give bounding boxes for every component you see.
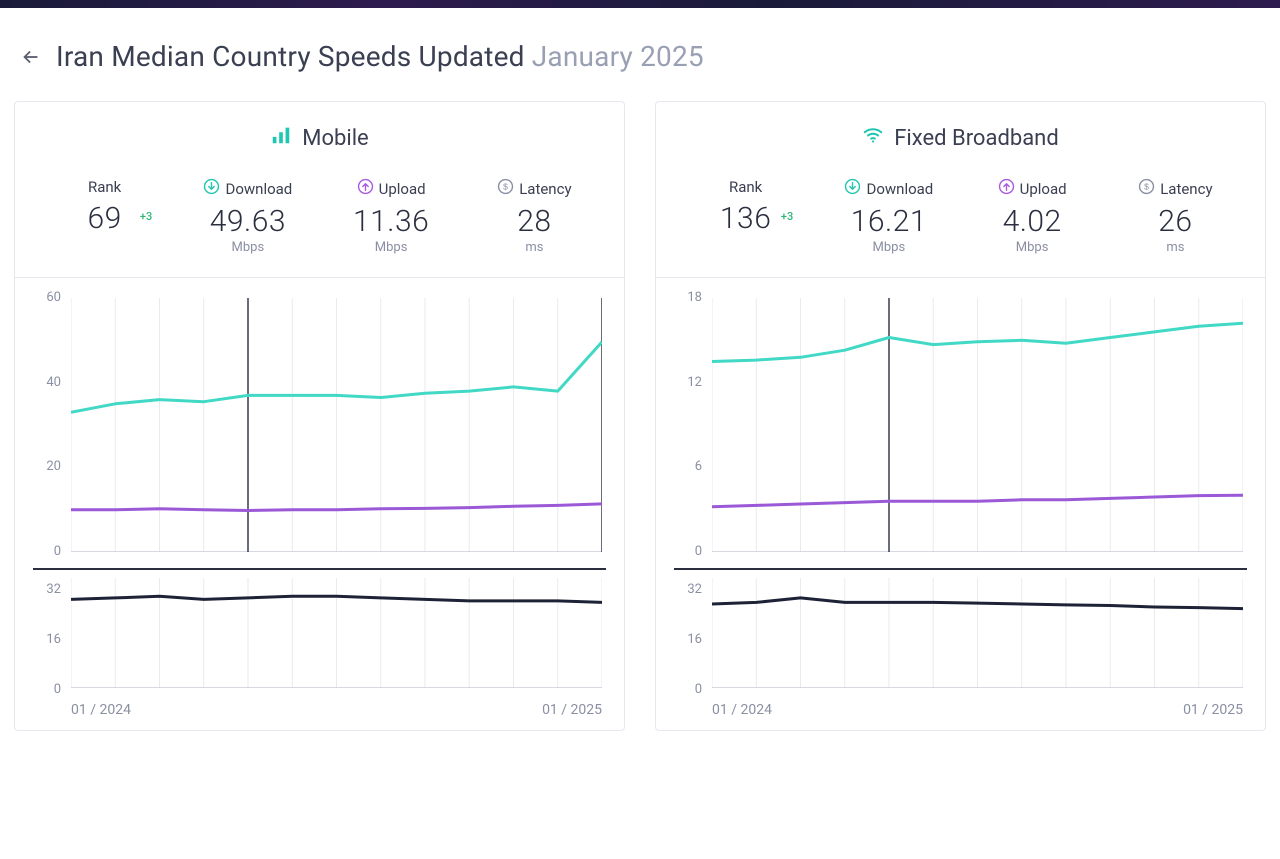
- y-tick-label: 0: [54, 682, 61, 697]
- metric-label: $Latency: [1104, 178, 1247, 199]
- metric-label: Upload: [320, 178, 463, 199]
- y-tick-label: 20: [46, 459, 61, 474]
- y-tick-label: 16: [687, 632, 702, 647]
- metric-download: Download 16.21 Mbps: [817, 178, 960, 255]
- metrics-row: Rank136+3Download16.21MbpsUpload4.02Mbps…: [656, 170, 1265, 278]
- latency-chart: 0 16 32: [33, 568, 606, 698]
- y-tick-label: 32: [46, 582, 61, 597]
- card-title: Fixed Broadband: [656, 102, 1265, 170]
- metric-label: Rank: [33, 178, 176, 196]
- chart-svg: [71, 578, 602, 688]
- y-tick-label: 0: [54, 544, 61, 559]
- metric-value: 49.63: [176, 205, 319, 238]
- speed-chart: 0 6 12 18: [674, 292, 1247, 562]
- x-axis: 01 / 2024 01 / 2025: [71, 698, 602, 726]
- metric-label: Download: [817, 178, 960, 199]
- page-title: Iran Median Country Speeds Updated Janua…: [56, 40, 704, 73]
- card-mobile: MobileRank69+3Download49.63MbpsUpload11.…: [14, 101, 625, 731]
- metric-unit: ms: [1104, 240, 1247, 255]
- svg-text:$: $: [1144, 182, 1149, 192]
- speed-chart: 0 20 40 60: [33, 292, 606, 562]
- chart-area: 0 20 40 60 0 16 32 01 / 2024 01 / 2025: [15, 278, 624, 730]
- metric-value: 69: [33, 202, 176, 235]
- metric-label: Download: [176, 178, 319, 199]
- chart-area: 0 6 12 18 0 16 32 01 / 2024 01 / 2025: [656, 278, 1265, 730]
- latency-chart: 0 16 32: [674, 568, 1247, 698]
- metric-rank: Rank 69+3: [33, 178, 176, 255]
- chart-svg: [712, 578, 1243, 688]
- signal-bars-icon: [270, 124, 292, 152]
- x-end-label: 01 / 2025: [542, 702, 602, 718]
- metric-value: 11.36: [320, 205, 463, 238]
- svg-text:$: $: [503, 182, 508, 192]
- upload-icon: [998, 178, 1015, 199]
- metric-label: Upload: [961, 178, 1104, 199]
- latency-icon: $: [1138, 178, 1155, 199]
- metric-unit: Mbps: [320, 240, 463, 255]
- y-tick-label: 12: [687, 375, 702, 390]
- cards-row: MobileRank69+3Download49.63MbpsUpload11.…: [0, 101, 1280, 731]
- latency-icon: $: [497, 178, 514, 199]
- title-date: January 2025: [532, 40, 704, 73]
- metric-value: 28: [463, 205, 606, 238]
- back-arrow-icon[interactable]: [20, 46, 42, 68]
- x-start-label: 01 / 2024: [71, 702, 131, 718]
- metric-value: 26: [1104, 205, 1247, 238]
- metrics-row: Rank69+3Download49.63MbpsUpload11.36Mbps…: [15, 170, 624, 278]
- metric-value: 16.21: [817, 205, 960, 238]
- y-tick-label: 16: [46, 632, 61, 647]
- wifi-icon: [862, 124, 884, 152]
- rank-delta: +3: [140, 210, 152, 223]
- title-main: Iran Median Country Speeds Updated: [56, 40, 532, 73]
- y-tick-label: 40: [46, 375, 61, 390]
- metric-label: $Latency: [463, 178, 606, 199]
- metric-value: 4.02: [961, 205, 1104, 238]
- metric-unit: Mbps: [961, 240, 1104, 255]
- metric-download: Download 49.63 Mbps: [176, 178, 319, 255]
- chart-svg: [71, 298, 602, 552]
- y-tick-label: 0: [695, 682, 702, 697]
- x-end-label: 01 / 2025: [1183, 702, 1243, 718]
- x-start-label: 01 / 2024: [712, 702, 772, 718]
- page-header: Iran Median Country Speeds Updated Janua…: [0, 8, 1280, 101]
- metric-unit: ms: [463, 240, 606, 255]
- card-title: Mobile: [15, 102, 624, 170]
- y-axis: 0 16 32: [33, 570, 67, 698]
- card-fixed: Fixed BroadbandRank136+3Download16.21Mbp…: [655, 101, 1266, 731]
- download-icon: [203, 178, 220, 199]
- y-tick-label: 6: [695, 459, 702, 474]
- y-tick-label: 0: [695, 544, 702, 559]
- metric-unit: Mbps: [176, 240, 319, 255]
- card-title-text: Mobile: [302, 126, 368, 151]
- y-tick-label: 18: [687, 290, 702, 305]
- metric-latency: $Latency 26 ms: [1104, 178, 1247, 255]
- y-tick-label: 60: [46, 290, 61, 305]
- metric-upload: Upload 4.02 Mbps: [961, 178, 1104, 255]
- y-axis: 0 16 32: [674, 570, 708, 698]
- x-axis: 01 / 2024 01 / 2025: [712, 698, 1243, 726]
- card-title-text: Fixed Broadband: [894, 126, 1058, 151]
- y-tick-label: 32: [687, 582, 702, 597]
- metric-latency: $Latency 28 ms: [463, 178, 606, 255]
- download-icon: [844, 178, 861, 199]
- metric-value: 136: [674, 202, 817, 235]
- metric-label: Rank: [674, 178, 817, 196]
- rank-delta: +3: [781, 210, 793, 223]
- metric-rank: Rank 136+3: [674, 178, 817, 255]
- metric-upload: Upload 11.36 Mbps: [320, 178, 463, 255]
- chart-svg: [712, 298, 1243, 552]
- metric-unit: Mbps: [817, 240, 960, 255]
- top-decorative-bar: [0, 0, 1280, 8]
- y-axis: 0 20 40 60: [33, 292, 67, 562]
- upload-icon: [357, 178, 374, 199]
- y-axis: 0 6 12 18: [674, 292, 708, 562]
